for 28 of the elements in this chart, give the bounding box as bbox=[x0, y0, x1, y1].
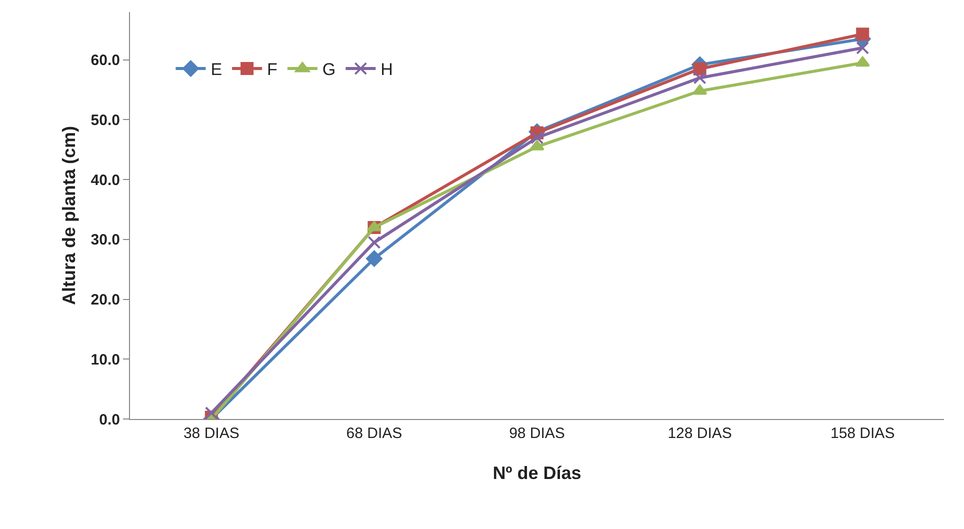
y-tick-label: 60.0 bbox=[90, 52, 120, 70]
point bbox=[856, 28, 870, 41]
point bbox=[693, 71, 706, 84]
y-tick-label: 0.0 bbox=[99, 411, 120, 428]
y-tick-label: 20.0 bbox=[90, 292, 120, 309]
x-axis-title: Nº de Días bbox=[492, 463, 582, 484]
point bbox=[856, 41, 870, 54]
y-tick-label: 50.0 bbox=[90, 112, 120, 129]
legend-label: G bbox=[322, 60, 336, 80]
y-tick-label: 10.0 bbox=[90, 351, 120, 368]
x-tick-label: 98 DIAS bbox=[509, 425, 565, 442]
x-tick-label: 158 DIAS bbox=[830, 425, 895, 442]
point bbox=[855, 56, 870, 67]
y-axis-title: Altura de planta (cm) bbox=[58, 126, 79, 306]
x-tick-label: 128 DIAS bbox=[668, 425, 732, 442]
legend-label: E bbox=[210, 60, 222, 80]
point bbox=[530, 140, 544, 150]
legend-label: F bbox=[267, 60, 278, 80]
point bbox=[693, 62, 706, 76]
y-tick-label: 40.0 bbox=[90, 172, 120, 189]
point bbox=[368, 236, 381, 249]
y-tick-label: 30.0 bbox=[90, 232, 120, 249]
legend-label: H bbox=[380, 60, 393, 80]
x-tick-label: 38 DIAS bbox=[183, 425, 240, 442]
point bbox=[204, 406, 218, 419]
point bbox=[366, 250, 382, 267]
point bbox=[366, 220, 382, 232]
x-tick-label: 68 DIAS bbox=[346, 425, 402, 442]
